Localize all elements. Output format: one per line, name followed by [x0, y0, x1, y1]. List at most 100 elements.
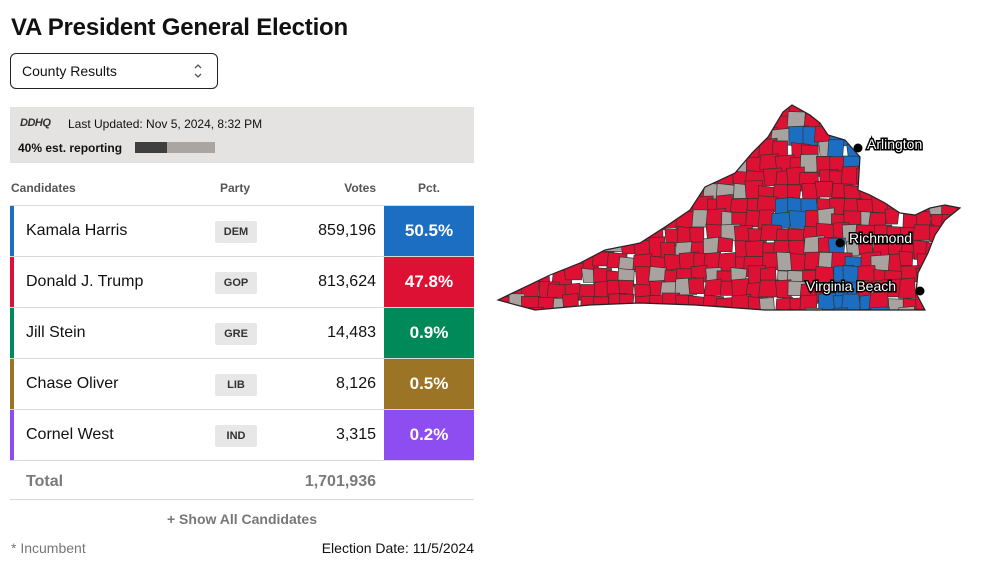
county-shape[interactable]: [761, 311, 776, 325]
county-shape[interactable]: [840, 293, 861, 311]
county-shape[interactable]: [546, 112, 565, 134]
county-shape[interactable]: [606, 197, 631, 215]
county-shape[interactable]: [563, 111, 583, 129]
county-shape[interactable]: [493, 280, 509, 296]
county-shape[interactable]: [869, 167, 889, 187]
county-shape[interactable]: [535, 128, 554, 148]
county-shape[interactable]: [591, 309, 613, 325]
county-shape[interactable]: [607, 210, 627, 230]
county-shape[interactable]: [604, 101, 625, 120]
county-shape[interactable]: [508, 168, 526, 184]
county-shape[interactable]: [578, 157, 595, 173]
county-shape[interactable]: [634, 110, 655, 131]
county-shape[interactable]: [673, 309, 693, 325]
county-shape[interactable]: [955, 294, 971, 314]
county-shape[interactable]: [690, 111, 710, 129]
county-shape[interactable]: [860, 113, 880, 130]
county-shape[interactable]: [635, 124, 652, 146]
county-shape[interactable]: [897, 305, 915, 324]
county-shape[interactable]: [620, 307, 636, 325]
county-shape[interactable]: [633, 180, 652, 198]
county-shape[interactable]: [859, 308, 880, 325]
county-shape[interactable]: [885, 172, 903, 191]
county-shape[interactable]: [716, 143, 738, 162]
county-shape[interactable]: [940, 213, 961, 232]
county-shape[interactable]: [508, 254, 528, 272]
county-shape[interactable]: [732, 99, 748, 119]
county-shape[interactable]: [930, 100, 947, 119]
county-shape[interactable]: [702, 113, 720, 130]
county-shape[interactable]: [636, 137, 654, 155]
county-shape[interactable]: [617, 111, 637, 128]
county-shape[interactable]: [830, 307, 849, 325]
county-shape[interactable]: [719, 127, 741, 149]
county-shape[interactable]: [647, 103, 663, 120]
county-shape[interactable]: [522, 193, 543, 211]
county-shape[interactable]: [861, 153, 881, 173]
county-shape[interactable]: [944, 284, 960, 305]
city-marker-virginia-beach[interactable]: Virginia Beach: [805, 277, 925, 296]
county-shape[interactable]: [594, 209, 615, 227]
county-shape[interactable]: [928, 183, 951, 202]
county-shape[interactable]: [956, 210, 977, 231]
county-shape[interactable]: [841, 113, 859, 132]
county-shape[interactable]: [603, 158, 620, 177]
county-shape[interactable]: [523, 96, 544, 116]
county-shape[interactable]: [958, 280, 976, 300]
county-shape[interactable]: [938, 170, 960, 191]
county-shape[interactable]: [608, 143, 625, 159]
county-shape[interactable]: [577, 114, 597, 130]
county-shape[interactable]: [673, 98, 693, 117]
county-shape[interactable]: [730, 142, 748, 162]
candidate-row-oliver[interactable]: Chase Oliver LIB 8,126 0.5%: [10, 358, 474, 409]
county-shape[interactable]: [887, 313, 904, 325]
results-view-select[interactable]: County Results: [10, 53, 218, 89]
county-shape[interactable]: [745, 114, 768, 131]
county-shape[interactable]: [771, 211, 792, 229]
city-marker-arlington[interactable]: Arlington: [853, 135, 924, 154]
county-shape[interactable]: [562, 99, 579, 120]
county-shape[interactable]: [594, 222, 610, 243]
county-shape[interactable]: [646, 142, 664, 161]
county-shape[interactable]: [551, 128, 575, 144]
county-shape[interactable]: [745, 309, 762, 325]
county-tiles[interactable]: [490, 96, 977, 325]
county-shape[interactable]: [759, 297, 776, 315]
county-shape[interactable]: [632, 194, 655, 214]
county-shape[interactable]: [508, 226, 526, 247]
county-shape[interactable]: [662, 127, 681, 149]
county-shape[interactable]: [561, 236, 582, 255]
county-shape[interactable]: [591, 125, 614, 141]
county-shape[interactable]: [929, 112, 945, 134]
county-shape[interactable]: [648, 180, 665, 197]
county-shape[interactable]: [928, 265, 945, 287]
county-shape[interactable]: [510, 153, 528, 170]
county-shape[interactable]: [856, 101, 874, 120]
county-shape[interactable]: [815, 311, 833, 325]
county-shape[interactable]: [589, 99, 609, 118]
county-shape[interactable]: [953, 169, 968, 189]
county-shape[interactable]: [525, 306, 546, 324]
county-shape[interactable]: [562, 212, 583, 229]
county-shape[interactable]: [870, 306, 891, 324]
county-shape[interactable]: [577, 312, 592, 325]
county-shape[interactable]: [547, 182, 570, 198]
county-shape[interactable]: [551, 197, 570, 214]
county-shape[interactable]: [491, 152, 511, 171]
county-shape[interactable]: [662, 306, 680, 325]
county-shape[interactable]: [495, 311, 512, 325]
county-shape[interactable]: [929, 225, 945, 243]
county-shape[interactable]: [520, 125, 540, 145]
county-shape[interactable]: [546, 170, 567, 190]
county-shape[interactable]: [924, 279, 945, 300]
county-shape[interactable]: [914, 115, 935, 133]
county-shape[interactable]: [959, 180, 976, 202]
county-shape[interactable]: [817, 99, 839, 119]
county-shape[interactable]: [899, 154, 918, 175]
county-shape[interactable]: [497, 213, 512, 230]
county-shape[interactable]: [847, 312, 866, 325]
county-shape[interactable]: [577, 211, 598, 230]
county-shape[interactable]: [573, 194, 595, 217]
county-shape[interactable]: [505, 306, 524, 324]
county-shape[interactable]: [912, 172, 935, 191]
